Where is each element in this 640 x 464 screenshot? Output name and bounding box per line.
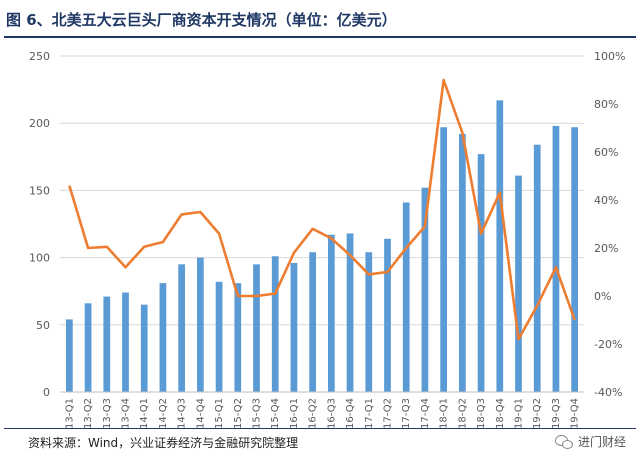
y-tick-label: 150 <box>29 184 50 197</box>
x-tick-label: 17-Q2 <box>383 398 394 429</box>
x-tick-label: 16-Q2 <box>308 398 319 429</box>
bar <box>440 127 448 393</box>
y2-tick-label: 20% <box>594 242 618 255</box>
watermark-text: 进门财经 <box>577 435 626 449</box>
x-tick-label: 19-Q1 <box>514 398 525 429</box>
x-tick-label: 14-Q3 <box>177 398 188 429</box>
bar <box>515 175 522 392</box>
y2-tick-label: 40% <box>594 194 618 207</box>
wechat-icon <box>554 435 573 449</box>
bar <box>309 252 317 392</box>
bar <box>159 283 167 392</box>
bar <box>552 125 560 392</box>
x-tick-label: 13-Q3 <box>102 398 113 429</box>
y2-tick-label: 100% <box>594 50 625 63</box>
x-tick-label: 18-Q3 <box>476 398 487 429</box>
bar <box>384 238 391 392</box>
x-tick-label: 15-Q1 <box>214 398 225 429</box>
bar <box>234 283 242 392</box>
watermark: 进门财经 <box>554 430 626 454</box>
bar <box>571 127 579 393</box>
bar <box>346 233 354 392</box>
x-tick-label: 13-Q4 <box>121 398 132 429</box>
y-tick-label: 200 <box>29 117 50 130</box>
bar <box>215 281 223 392</box>
x-tick-label: 17-Q4 <box>420 398 431 429</box>
bar <box>402 202 410 392</box>
y-tick-label: 100 <box>29 252 50 265</box>
y2-tick-label: -20% <box>594 338 622 351</box>
bar <box>327 234 335 392</box>
bar <box>458 133 466 392</box>
x-tick-label: 16-Q3 <box>326 398 337 429</box>
x-tick-label: 14-Q1 <box>139 398 150 429</box>
x-tick-label: 15-Q2 <box>233 398 244 429</box>
bar <box>140 304 148 392</box>
x-tick-label: 19-Q3 <box>551 398 562 429</box>
line-series <box>68 78 576 341</box>
x-tick-label: 19-Q2 <box>532 398 543 429</box>
x-tick-label: 19-Q4 <box>570 398 581 429</box>
x-tick-label: 14-Q4 <box>195 398 206 429</box>
bar <box>290 262 298 392</box>
x-tick-label: 13-Q1 <box>64 398 75 429</box>
bar <box>196 257 204 392</box>
bar <box>253 264 260 392</box>
x-tick-label: 18-Q1 <box>439 398 450 429</box>
bar <box>533 144 541 392</box>
y2-tick-label: -40% <box>594 386 622 399</box>
x-tick-label: 15-Q3 <box>252 398 263 429</box>
grid-lines <box>60 55 584 393</box>
bar <box>496 100 504 393</box>
bar <box>271 256 279 392</box>
y-tick-label: 50 <box>36 319 50 332</box>
y2-tick-label: 60% <box>594 146 618 159</box>
bar <box>178 264 186 392</box>
x-tick-label: 16-Q1 <box>289 398 300 429</box>
capex-chart: 0 50 100 150 200 250 -40% -20% 0% 20% 40% 60% 80% 100… <box>29 50 625 429</box>
bar <box>65 319 73 392</box>
chart-title: 图 6、北美五大云巨头厂商资本开支情况（单位：亿美元） <box>6 11 397 29</box>
x-tick-label: 14-Q2 <box>158 398 169 429</box>
x-tick-label: 13-Q2 <box>83 398 94 429</box>
x-tick-label: 18-Q2 <box>457 398 468 429</box>
y-tick-label: 0 <box>43 386 50 399</box>
x-tick-label: 17-Q1 <box>364 398 375 429</box>
y2-tick-label: 0% <box>594 290 611 303</box>
x-tick-label: 15-Q4 <box>270 398 281 429</box>
bar <box>84 303 92 392</box>
source-note: 资料来源：Wind，兴业证券经济与金融研究院整理 <box>28 436 299 450</box>
bar <box>122 292 129 392</box>
x-tick-label: 18-Q4 <box>495 398 506 429</box>
bar-series <box>65 100 579 393</box>
axes: 0 50 100 150 200 250 -40% -20% 0% 20% 40% 60% 80% 100… <box>29 50 625 429</box>
title-divider <box>4 36 636 38</box>
bar <box>477 154 485 392</box>
bar <box>103 296 111 392</box>
x-tick-label: 16-Q4 <box>345 398 356 429</box>
source-divider <box>4 428 636 429</box>
bar <box>421 187 429 392</box>
x-tick-label: 17-Q3 <box>401 398 412 429</box>
growth-line <box>68 78 576 341</box>
bar <box>365 252 373 392</box>
y-tick-label: 250 <box>29 50 50 63</box>
y2-tick-label: 80% <box>594 98 618 111</box>
